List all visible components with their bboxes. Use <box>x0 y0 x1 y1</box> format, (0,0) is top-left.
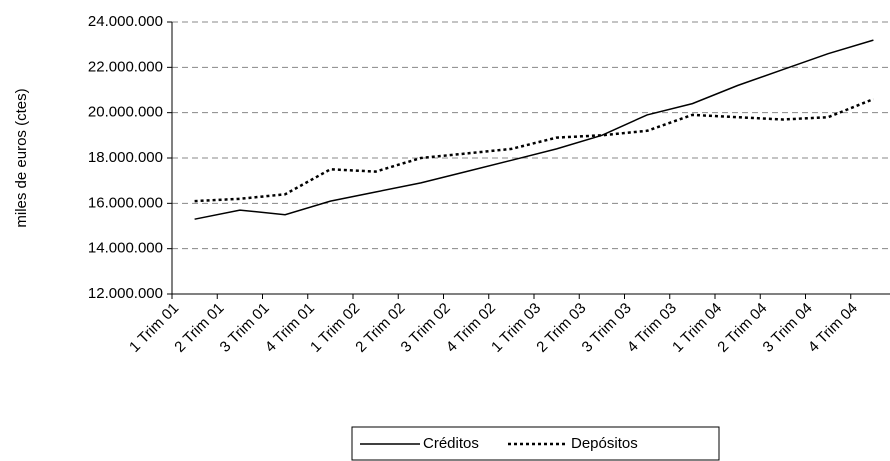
y-tick-label: 14.000.000 <box>88 240 163 257</box>
y-tick-label: 18.000.000 <box>88 149 163 166</box>
legend-label: Créditos <box>423 435 479 452</box>
y-tick-label: 16.000.000 <box>88 194 163 211</box>
legend-label: Depósitos <box>571 435 638 452</box>
y-tick-label: 20.000.000 <box>88 104 163 121</box>
y-tick-label: 24.000.000 <box>88 13 163 30</box>
y-tick-label: 22.000.000 <box>88 58 163 75</box>
series-line <box>194 97 874 203</box>
y-tick-label: 12.000.000 <box>88 285 163 302</box>
x-tick-label: 4 Trim 04 <box>805 300 861 356</box>
y-axis-label: miles de euros (ctes) <box>13 88 30 227</box>
series-line <box>194 39 874 220</box>
